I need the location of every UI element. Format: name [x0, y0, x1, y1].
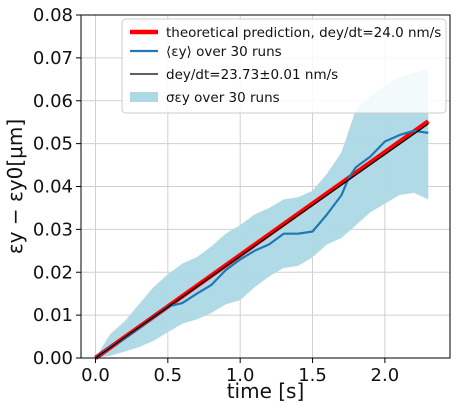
y-tick-label: 0.04	[33, 177, 73, 198]
x-axis-label: time [s]	[227, 379, 305, 403]
x-tick-label: 0.5	[154, 365, 183, 386]
x-tick-label: 1.5	[298, 365, 327, 386]
y-tick-label: 0.08	[33, 5, 73, 26]
y-tick-label: 0.05	[33, 134, 73, 155]
y-tick-label: 0.03	[33, 219, 73, 240]
y-tick-label: 0.00	[33, 348, 73, 369]
std-band-layer	[95, 68, 429, 358]
y-tick-label: 0.07	[33, 48, 73, 69]
legend-swatch	[130, 92, 158, 102]
std-band	[95, 68, 429, 358]
y-tick-label: 0.06	[33, 91, 73, 112]
legend-box	[121, 18, 447, 114]
y-tick-label: 0.01	[33, 305, 73, 326]
x-tick-label: 0.0	[81, 365, 110, 386]
y-axis-label: εy − εy0[μm]	[3, 119, 27, 254]
x-tick-label: 2.0	[371, 365, 400, 386]
y-tick-label: 0.02	[33, 262, 73, 283]
x-tick-label: 1.0	[226, 365, 255, 386]
legend-label: theoretical prediction, dey/dt=24.0 nm/s	[166, 25, 441, 41]
legend-label: dey/dt=23.73±0.01 nm/s	[166, 67, 338, 83]
series-lines	[94, 119, 430, 360]
legend-label: ⟨εy⟩ over 30 runs	[166, 44, 282, 60]
legend: theoretical prediction, dey/dt=24.0 nm/s…	[121, 18, 447, 114]
fit-line	[95, 123, 429, 359]
ticks: 0.0 0.5 1.0 1.5 2.0 0.00 0.01 0.02 0.03 0.04 0.05 0…	[33, 5, 399, 386]
legend-label: σεy over 30 runs	[166, 90, 280, 106]
